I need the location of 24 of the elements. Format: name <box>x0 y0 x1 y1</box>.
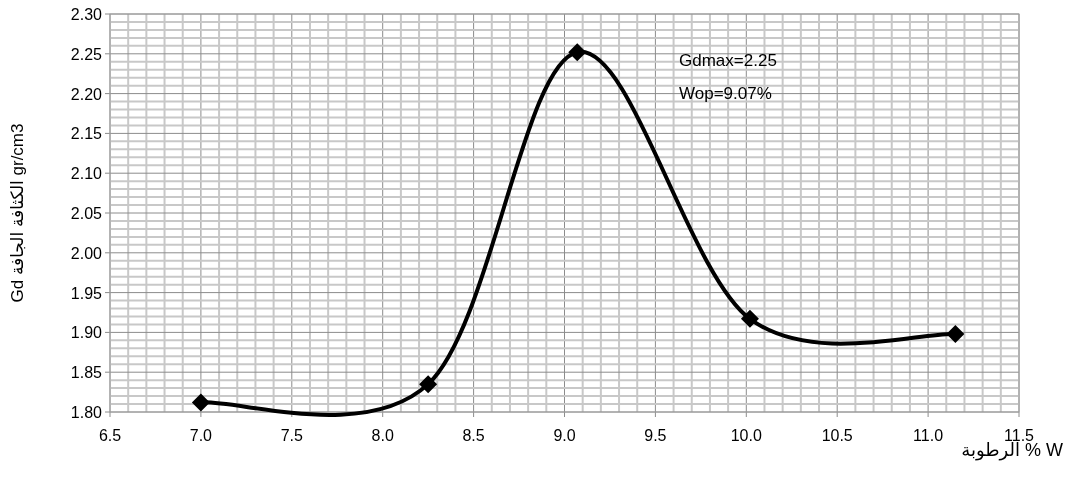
y-tick-label: 1.90 <box>70 324 103 342</box>
x-tick-label: 8.5 <box>462 427 485 444</box>
x-tick-label: 9.0 <box>553 427 576 444</box>
y-tick-label: 2.20 <box>70 85 103 103</box>
y-tick-label: 2.15 <box>70 125 103 143</box>
y-tick-label: 2.25 <box>70 45 103 63</box>
x-tick-label: 9.5 <box>644 427 667 444</box>
x-tick-label: 7.0 <box>189 427 213 444</box>
y-tick-label: 2.30 <box>70 6 103 23</box>
y-tick-label: 1.85 <box>70 364 103 382</box>
annotation: Gdmax=2.25 <box>679 51 777 70</box>
y-tick-label: 2.00 <box>70 244 103 262</box>
y-tick-label: 1.80 <box>70 404 103 421</box>
x-tick-label: 8.0 <box>371 427 394 444</box>
y-axis-title: Gd الكثافة الجافة gr/cm3 <box>8 123 27 303</box>
x-tick-label: 11.0 <box>913 427 944 444</box>
annotation: Wop=9.07% <box>679 84 772 103</box>
x-tick-label: 10.0 <box>730 427 762 444</box>
y-tick-label: 2.10 <box>70 165 103 183</box>
y-tick-label: 1.95 <box>70 284 103 302</box>
y-tick-label: 2.05 <box>70 205 103 222</box>
x-tick-label: 7.5 <box>280 427 304 444</box>
x-tick-label: 10.5 <box>821 427 853 444</box>
x-tick-label: 6.5 <box>98 427 122 444</box>
